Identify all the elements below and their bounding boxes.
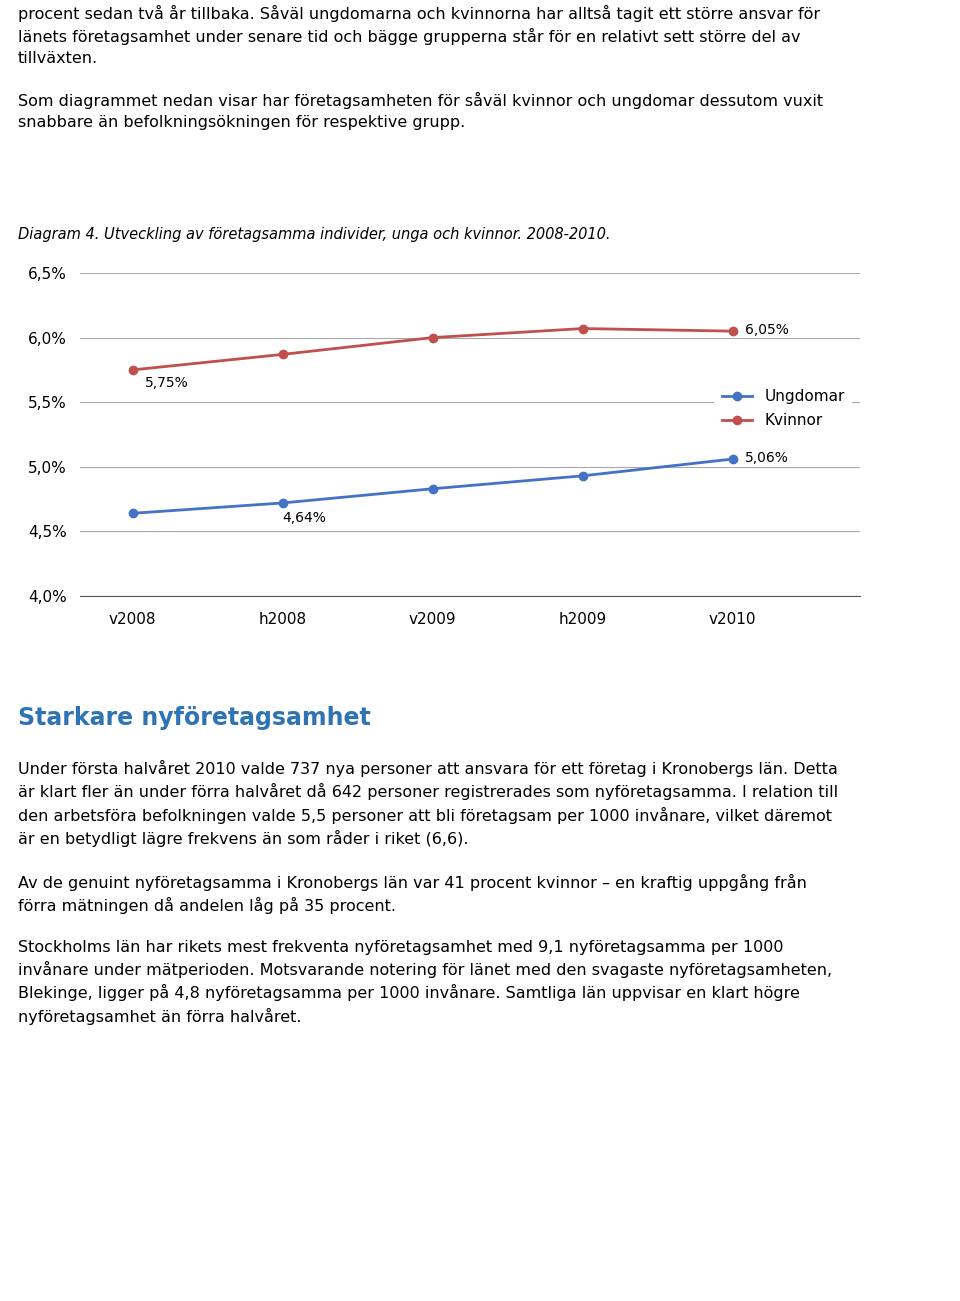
Text: 5,06%: 5,06%	[745, 450, 788, 464]
Legend: Ungdomar, Kvinnor: Ungdomar, Kvinnor	[714, 381, 852, 436]
Text: Diagram 4. Utveckling av företagsamma individer, unga och kvinnor. 2008-2010.: Diagram 4. Utveckling av företagsamma in…	[18, 228, 611, 242]
Text: 5,75%: 5,75%	[145, 376, 188, 390]
Text: Starkare nyföretagsamhet: Starkare nyföretagsamhet	[18, 706, 371, 730]
Text: 4,64%: 4,64%	[282, 511, 326, 524]
Text: Under första halvåret 2010 valde 737 nya personer att ansvara för ett företag i : Under första halvåret 2010 valde 737 nya…	[18, 760, 838, 1025]
Text: procent sedan två år tillbaka. Såväl ungdomarna och kvinnorna har alltså tagit e: procent sedan två år tillbaka. Såväl ung…	[18, 5, 823, 130]
Text: 6,05%: 6,05%	[745, 323, 788, 337]
